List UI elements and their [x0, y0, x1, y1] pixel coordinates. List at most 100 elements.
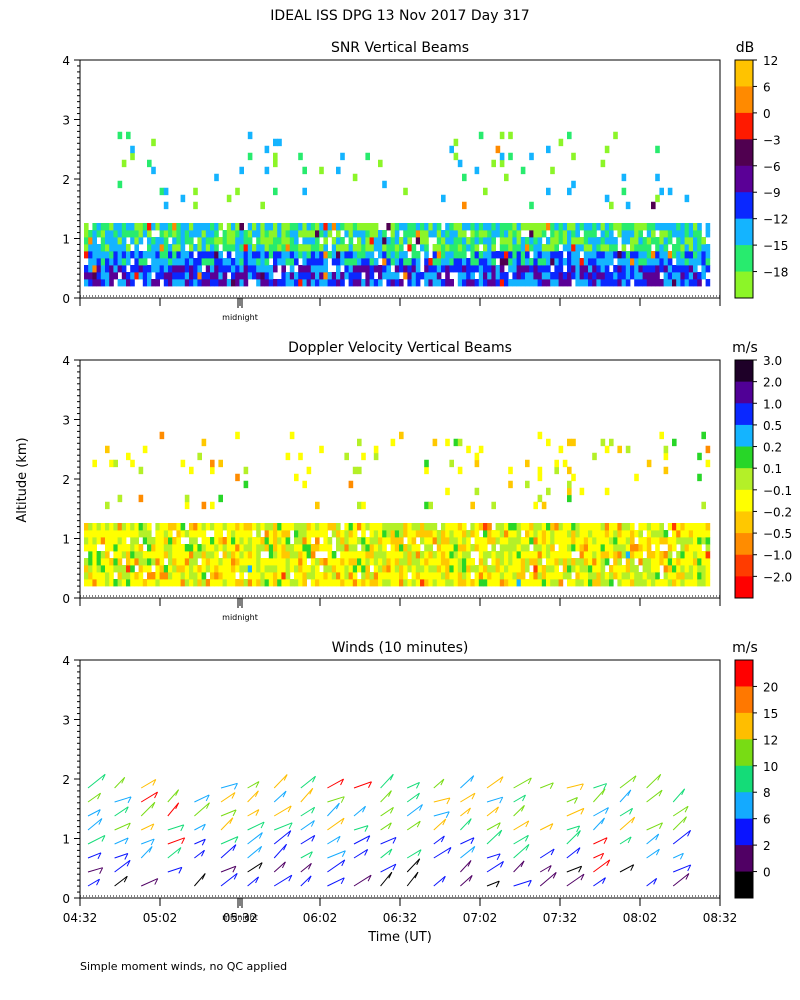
- heatmap-cell: [516, 565, 522, 573]
- heatmap-cell: [260, 523, 265, 531]
- heatmap-cell: [562, 279, 568, 287]
- heatmap-cell: [688, 230, 694, 238]
- heatmap-cell: [470, 272, 475, 280]
- heatmap-cell: [92, 530, 97, 538]
- heatmap-cell: [147, 265, 152, 273]
- heatmap-cell: [693, 251, 698, 259]
- heatmap-cell: [474, 537, 480, 545]
- heatmap-cell: [88, 244, 93, 252]
- heatmap-cell: [243, 480, 249, 489]
- heatmap-cell: [184, 501, 190, 510]
- heatmap-cell: [487, 551, 492, 559]
- wind-barb-flag: [547, 865, 552, 872]
- wind-barb-flag: [233, 783, 238, 790]
- heatmap-cell: [667, 223, 673, 231]
- heatmap-cell: [386, 537, 391, 545]
- heatmap-cell: [550, 237, 555, 245]
- heatmap-cell: [516, 237, 522, 245]
- heatmap-cell: [134, 244, 139, 252]
- heatmap-cell: [189, 558, 194, 566]
- heatmap-cell: [117, 244, 123, 252]
- heatmap-cell: [130, 530, 135, 538]
- wind-barb: [327, 796, 345, 803]
- y-tick-label: 4: [62, 654, 70, 668]
- heatmap-cell: [294, 523, 299, 531]
- colorbar-tick-label: 8: [763, 786, 771, 800]
- heatmap-cell: [462, 558, 467, 566]
- heatmap-cell: [117, 265, 123, 273]
- heatmap-cell: [121, 230, 127, 238]
- heatmap-cell: [504, 272, 509, 280]
- heatmap-cell: [109, 572, 114, 580]
- heatmap-cell: [172, 572, 177, 580]
- heatmap-cell: [676, 237, 681, 245]
- heatmap-cell: [365, 558, 370, 566]
- heatmap-cell: [483, 579, 488, 587]
- heatmap-cell: [361, 565, 366, 573]
- heatmap-cell: [550, 544, 555, 552]
- heatmap-cell: [667, 187, 673, 196]
- heatmap-cell: [201, 523, 207, 531]
- heatmap-cell: [352, 530, 358, 538]
- heatmap-cell: [163, 244, 169, 252]
- wind-barb-flag: [576, 825, 581, 833]
- heatmap-cell: [562, 551, 568, 559]
- heatmap-cell: [504, 523, 509, 531]
- heatmap-cell: [625, 201, 631, 210]
- heatmap-cell: [184, 494, 190, 503]
- heatmap-cell: [357, 523, 362, 531]
- heatmap-cell: [567, 572, 572, 580]
- wind-barb: [327, 859, 346, 873]
- heatmap-cell: [495, 279, 501, 287]
- heatmap-cell: [646, 565, 652, 573]
- heatmap-cell: [294, 551, 299, 559]
- wind-barb-flag: [602, 877, 606, 884]
- heatmap-cell: [617, 230, 622, 238]
- heatmap-cell: [541, 251, 547, 259]
- heatmap-cell: [365, 223, 370, 231]
- heatmap-cell: [533, 523, 538, 531]
- wind-barb: [140, 801, 156, 817]
- heatmap-cell: [260, 201, 265, 210]
- heatmap-cell: [348, 258, 354, 266]
- heatmap-cell: [487, 244, 492, 252]
- heatmap-cell: [285, 558, 291, 566]
- heatmap-cell: [470, 230, 475, 238]
- heatmap-cell: [210, 579, 215, 587]
- heatmap-cell: [121, 159, 127, 168]
- heatmap-cell: [663, 572, 669, 580]
- heatmap-cell: [126, 565, 131, 573]
- heatmap-cell: [113, 565, 118, 573]
- heatmap-cell: [113, 544, 118, 552]
- heatmap-cell: [634, 272, 639, 280]
- heatmap-cell: [264, 558, 270, 566]
- wind-barb-flag: [657, 774, 662, 781]
- heatmap-cell: [289, 565, 295, 573]
- heatmap-cell: [659, 579, 664, 587]
- y-tick-label: 0: [62, 892, 70, 906]
- heatmap-cell: [159, 523, 165, 531]
- heatmap-cell: [499, 530, 505, 538]
- heatmap-cell: [92, 551, 97, 559]
- heatmap-cell: [550, 272, 555, 280]
- heatmap-cell: [470, 244, 475, 252]
- heatmap-cell: [558, 230, 564, 238]
- heatmap-cell: [96, 251, 102, 259]
- heatmap-cell: [491, 272, 496, 280]
- heatmap-cell: [365, 551, 370, 559]
- heatmap-cell: [163, 272, 169, 280]
- heatmap-cell: [508, 537, 513, 545]
- heatmap-cell: [130, 579, 135, 587]
- heatmap-cell: [378, 565, 383, 573]
- heatmap-cell: [705, 579, 711, 587]
- heatmap-cell: [449, 258, 454, 266]
- heatmap-cell: [172, 237, 177, 245]
- wind-barb: [380, 863, 397, 873]
- heatmap-cell: [474, 223, 480, 231]
- heatmap-cell: [390, 237, 396, 245]
- heatmap-cell: [688, 572, 694, 580]
- heatmap-cell: [550, 244, 555, 252]
- heatmap-cell: [667, 544, 673, 552]
- heatmap-cell: [159, 244, 165, 252]
- heatmap-cell: [613, 251, 618, 259]
